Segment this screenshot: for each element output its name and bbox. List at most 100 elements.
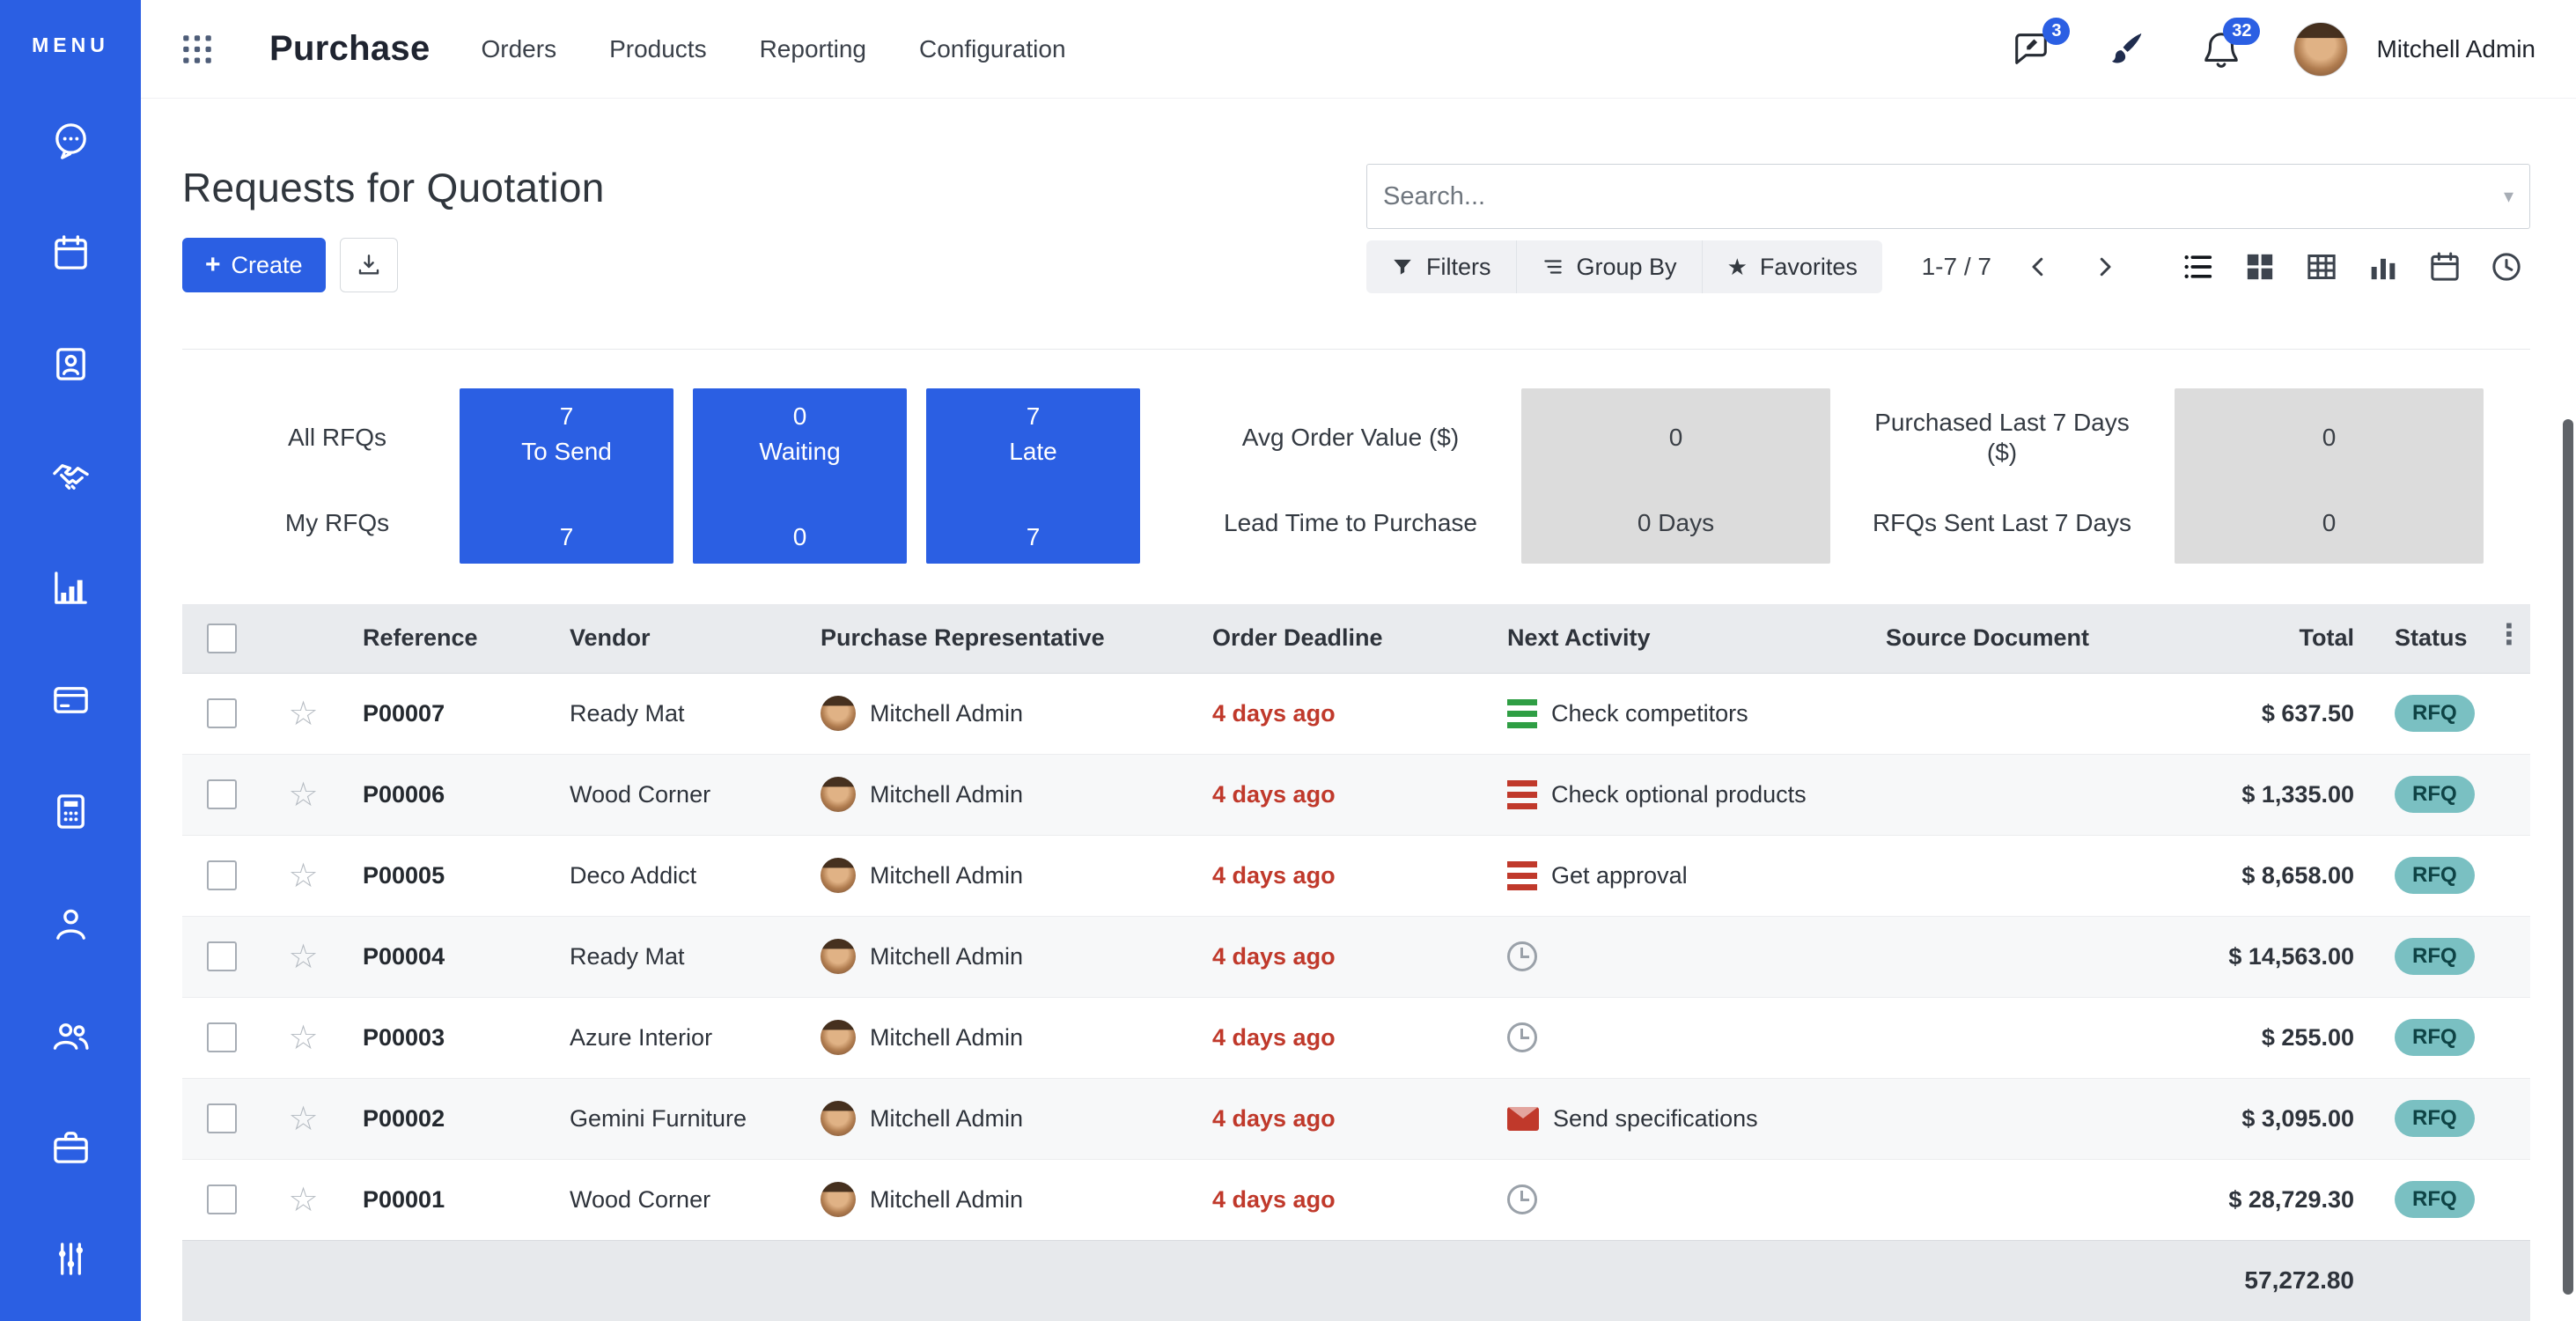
deadline-cell: 4 days ago bbox=[1212, 1185, 1336, 1213]
tile-stats-order-value[interactable]: 0 0 Days bbox=[1521, 388, 1830, 564]
favorite-star-icon[interactable]: ☆ bbox=[288, 695, 319, 733]
page-title: Requests for Quotation bbox=[182, 165, 605, 210]
activity-clock-icon[interactable] bbox=[1507, 1022, 1537, 1052]
column-options-icon[interactable]: ⋮ bbox=[2495, 618, 2523, 650]
calendar-icon[interactable] bbox=[42, 224, 99, 280]
favorite-star-icon[interactable]: ☆ bbox=[288, 1100, 319, 1138]
nav-configuration[interactable]: Configuration bbox=[918, 34, 1066, 63]
vendor-cell: Wood Corner bbox=[570, 780, 711, 808]
tile-to-send[interactable]: 7 To Send 7 bbox=[460, 388, 673, 564]
representative-cell: Mitchell Admin bbox=[870, 942, 1024, 970]
activity-mail-icon[interactable] bbox=[1507, 1106, 1539, 1131]
table-row[interactable]: ☆ P00006 Wood Corner Mitchell Admin 4 da… bbox=[182, 754, 2530, 835]
favorite-star-icon[interactable]: ☆ bbox=[288, 1019, 319, 1057]
table-row[interactable]: ☆ P00007 Ready Mat Mitchell Admin 4 days… bbox=[182, 673, 2530, 754]
nav-orders[interactable]: Orders bbox=[481, 34, 557, 63]
row-checkbox[interactable] bbox=[207, 860, 237, 890]
paintbrush-icon[interactable] bbox=[2103, 26, 2149, 72]
pivot-view-icon[interactable] bbox=[2298, 243, 2345, 291]
vendor-cell: Ready Mat bbox=[570, 942, 685, 970]
activity-clock-icon[interactable] bbox=[1507, 1184, 1537, 1214]
favorite-star-icon[interactable]: ☆ bbox=[288, 1181, 319, 1219]
tile-waiting[interactable]: 0 Waiting 0 bbox=[693, 388, 907, 564]
user-avatar[interactable] bbox=[2293, 21, 2349, 77]
nav-products[interactable]: Products bbox=[609, 34, 707, 63]
reference-cell: P00006 bbox=[363, 780, 445, 808]
rfq-list: Reference Vendor Purchase Representative… bbox=[182, 604, 2530, 1321]
create-button[interactable]: + Create bbox=[182, 238, 326, 292]
row-checkbox[interactable] bbox=[207, 1184, 237, 1214]
table-row[interactable]: ☆ P00005 Deco Addict Mitchell Admin 4 da… bbox=[182, 835, 2530, 916]
messages-icon[interactable]: 3 bbox=[2008, 17, 2071, 72]
favorites-button[interactable]: ★ Favorites bbox=[1701, 240, 1882, 293]
activity-view-icon[interactable] bbox=[2483, 243, 2530, 291]
total-cell: $ 255.00 bbox=[2261, 1023, 2354, 1051]
row-checkbox[interactable] bbox=[207, 1103, 237, 1133]
search-dropdown-icon[interactable]: ▾ bbox=[2503, 185, 2513, 207]
tile-late[interactable]: 7 Late 7 bbox=[926, 388, 1140, 564]
activity-icon[interactable] bbox=[1507, 860, 1537, 890]
select-all-checkbox[interactable] bbox=[207, 623, 237, 653]
column-header-activity[interactable]: Next Activity bbox=[1490, 604, 1868, 674]
app-title[interactable]: Purchase bbox=[269, 29, 431, 68]
row-checkbox[interactable] bbox=[207, 698, 237, 728]
inventory-case-icon[interactable] bbox=[42, 1118, 99, 1175]
source-document-cell bbox=[1868, 754, 2207, 835]
table-row[interactable]: ☆ P00001 Wood Corner Mitchell Admin 4 da… bbox=[182, 1159, 2530, 1240]
late-all-count: 7 bbox=[1026, 402, 1041, 430]
crm-handshake-icon[interactable] bbox=[42, 447, 99, 504]
reference-cell: P00007 bbox=[363, 699, 445, 727]
kanban-view-icon[interactable] bbox=[2236, 243, 2284, 291]
column-header-status[interactable]: Status ⋮ bbox=[2377, 604, 2530, 674]
sales-chart-icon[interactable] bbox=[42, 559, 99, 616]
employees-icon[interactable] bbox=[42, 895, 99, 951]
total-cell: $ 14,563.00 bbox=[2228, 942, 2354, 970]
contacts-icon[interactable] bbox=[42, 336, 99, 392]
row-checkbox[interactable] bbox=[207, 1022, 237, 1052]
favorite-star-icon[interactable]: ☆ bbox=[288, 776, 319, 814]
column-header-vendor[interactable]: Vendor bbox=[552, 604, 803, 674]
favorite-star-icon[interactable]: ☆ bbox=[288, 857, 319, 895]
activity-icon[interactable] bbox=[1507, 779, 1537, 809]
row-checkbox[interactable] bbox=[207, 941, 237, 971]
column-header-deadline[interactable]: Order Deadline bbox=[1195, 604, 1490, 674]
favorite-star-icon[interactable]: ☆ bbox=[288, 938, 319, 976]
table-row[interactable]: ☆ P00003 Azure Interior Mitchell Admin 4… bbox=[182, 997, 2530, 1078]
activity-icon[interactable] bbox=[1507, 698, 1537, 728]
pager-next-icon[interactable] bbox=[2085, 247, 2125, 287]
table-row[interactable]: ☆ P00004 Ready Mat Mitchell Admin 4 days… bbox=[182, 916, 2530, 997]
search-input[interactable] bbox=[1383, 181, 2504, 211]
pager-previous-icon[interactable] bbox=[2018, 247, 2058, 287]
column-header-reference[interactable]: Reference bbox=[345, 604, 552, 674]
user-name[interactable]: Mitchell Admin bbox=[2376, 34, 2536, 63]
filter-all-rfqs[interactable]: All RFQs bbox=[288, 424, 386, 452]
graph-view-icon[interactable] bbox=[2359, 243, 2407, 291]
filter-my-rfqs[interactable]: My RFQs bbox=[284, 509, 390, 537]
reference-cell: P00002 bbox=[363, 1104, 445, 1132]
filters-button[interactable]: Filters bbox=[1366, 240, 1516, 293]
deadline-cell: 4 days ago bbox=[1212, 699, 1336, 727]
column-header-source[interactable]: Source Document bbox=[1868, 604, 2207, 674]
activity-clock-icon[interactable] bbox=[1507, 941, 1537, 971]
reference-cell: P00003 bbox=[363, 1023, 445, 1051]
notifications-bell-icon[interactable]: 32 bbox=[2198, 17, 2261, 72]
calendar-view-icon[interactable] bbox=[2421, 243, 2469, 291]
list-view-icon[interactable] bbox=[2175, 243, 2222, 291]
tile-stats-last-7-days[interactable]: 0 0 bbox=[2175, 388, 2484, 564]
column-header-representative[interactable]: Purchase Representative bbox=[803, 604, 1195, 674]
export-button[interactable] bbox=[339, 238, 398, 292]
column-header-total[interactable]: Total bbox=[2207, 604, 2377, 674]
pos-card-icon[interactable] bbox=[42, 671, 99, 727]
discuss-icon[interactable] bbox=[42, 112, 99, 168]
apps-grid-icon[interactable] bbox=[171, 23, 224, 76]
row-checkbox[interactable] bbox=[207, 779, 237, 809]
footer-total: 57,272.80 bbox=[182, 1239, 2377, 1321]
group-by-button[interactable]: Group By bbox=[1515, 240, 1702, 293]
settings-sliders-icon[interactable] bbox=[42, 1230, 99, 1287]
status-badge: RFQ bbox=[2395, 1100, 2475, 1137]
table-row[interactable]: ☆ P00002 Gemini Furniture Mitchell Admin… bbox=[182, 1078, 2530, 1159]
accounting-calculator-icon[interactable] bbox=[42, 783, 99, 839]
nav-reporting[interactable]: Reporting bbox=[759, 34, 866, 63]
recruitment-people-icon[interactable] bbox=[42, 1007, 99, 1063]
vertical-scrollbar[interactable] bbox=[2563, 419, 2573, 1295]
